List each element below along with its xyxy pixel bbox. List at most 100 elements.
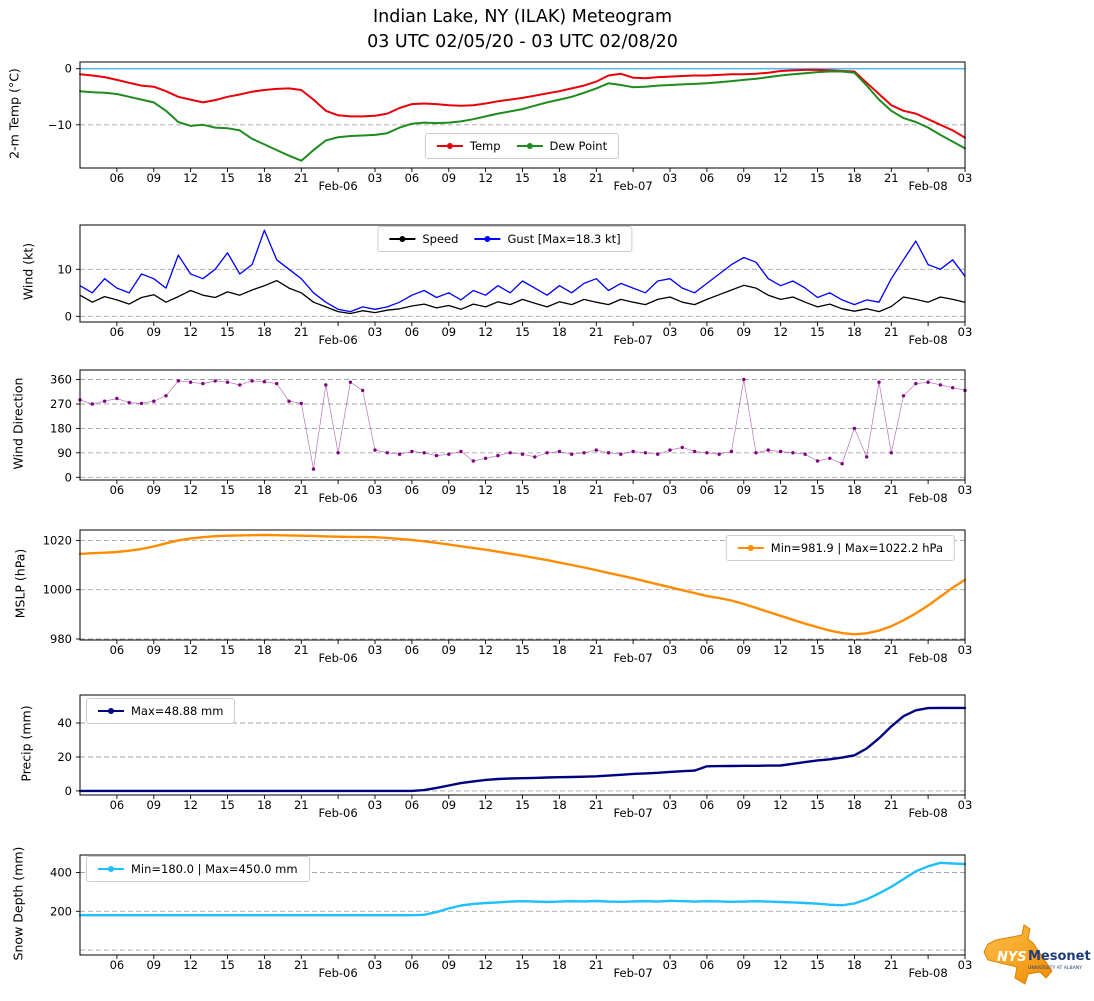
data-point <box>459 449 463 454</box>
data-point <box>447 452 451 456</box>
y-axis-label-snow-depth: Snow Depth (mm) <box>10 846 26 961</box>
legend-label: Max=48.88 mm <box>131 704 224 718</box>
x-tick-label: 18 <box>257 325 272 339</box>
x-tick-label: 03 <box>368 798 383 812</box>
x-tick-label: 09 <box>146 643 161 657</box>
x-tick-label: 12 <box>773 958 788 972</box>
x-tick-label: 12 <box>773 325 788 339</box>
x-tick-label: 15 <box>220 483 235 497</box>
x-tick-label: 18 <box>552 171 567 185</box>
x-tick-label: 18 <box>257 483 272 497</box>
x-tick-label: 12 <box>478 483 493 497</box>
x-tick-label: 21 <box>884 798 899 812</box>
data-point <box>348 380 353 384</box>
x-tick-label: 03 <box>958 171 973 185</box>
x-tick-label: 09 <box>441 171 456 185</box>
data-point <box>225 380 230 384</box>
logo-mesonet-text: Mesonet <box>1028 949 1091 964</box>
data-point <box>213 379 217 383</box>
x-tick-label: 18 <box>552 483 567 497</box>
data-point <box>164 394 168 398</box>
x-tick-label: 09 <box>146 325 161 339</box>
x-tick-label: Feb-06 <box>319 966 358 980</box>
legend-label: Temp <box>469 139 501 153</box>
x-tick-label: 12 <box>183 483 198 497</box>
data-point <box>729 449 734 454</box>
data-point <box>422 451 426 455</box>
x-tick-label: 15 <box>515 643 530 657</box>
x-tick-label: 06 <box>110 798 125 812</box>
x-tick-label: 03 <box>368 325 383 339</box>
x-tick-label: Feb-06 <box>319 179 358 193</box>
data-point <box>840 462 844 466</box>
x-tick-label: 15 <box>810 958 825 972</box>
data-point <box>557 449 562 454</box>
x-tick-label: 12 <box>183 325 198 339</box>
x-tick-label: 18 <box>552 643 567 657</box>
x-tick-label: Feb-06 <box>319 806 358 820</box>
x-tick-label: Feb-07 <box>614 651 653 665</box>
x-tick-label: 09 <box>441 643 456 657</box>
data-point <box>152 399 156 403</box>
y-axis-label-precip: Precip (mm) <box>18 705 34 782</box>
y-axis-label-mslp: MSLP (hPa) <box>12 548 28 619</box>
panel-snow-depth: 200 400 06 09 12 15 18 21 Feb-06 03 06 09 12 15 18 21 Fe… <box>50 854 973 980</box>
x-tick-label: 06 <box>405 325 420 339</box>
x-tick-label: Feb-06 <box>319 333 358 347</box>
y-tick-label: 360 <box>50 373 72 387</box>
data-point <box>336 451 340 455</box>
y-tick-label: −10 <box>48 118 72 132</box>
data-point <box>791 451 795 455</box>
x-tick-label: 18 <box>847 325 862 339</box>
y-tick-label: 980 <box>50 632 72 646</box>
x-tick-label: 03 <box>368 958 383 972</box>
x-tick-label: 09 <box>441 958 456 972</box>
y-tick-label: 0 <box>65 309 72 323</box>
logo-tagline-text: UNIVERSITY AT ALBANY <box>1028 965 1082 971</box>
x-tick-label: 03 <box>663 958 678 972</box>
x-tick-label: 09 <box>146 171 161 185</box>
data-point <box>287 399 291 403</box>
x-tick-label: 18 <box>257 171 272 185</box>
x-tick-label: 15 <box>220 325 235 339</box>
data-point <box>594 448 598 452</box>
x-tick-label: 21 <box>294 171 309 185</box>
x-tick-label: 21 <box>884 325 899 339</box>
data-point <box>520 452 525 456</box>
x-tick-label: 03 <box>958 958 973 972</box>
x-tick-label: 18 <box>552 325 567 339</box>
panel-border <box>79 369 966 481</box>
series-min-180-0-max-450-0-mm <box>78 861 967 917</box>
legend-item: Dew Point <box>516 139 607 153</box>
x-tick-label: 15 <box>810 171 825 185</box>
legend-mslp: Min=981.9 | Max=1022.2 hPa <box>725 535 955 561</box>
legend-marker-dot <box>399 236 406 242</box>
x-tick-label: 18 <box>847 643 862 657</box>
data-point <box>692 449 697 454</box>
x-tick-label: 03 <box>663 643 678 657</box>
data-point <box>778 449 783 454</box>
series-speed <box>79 279 966 315</box>
y-tick-label: 270 <box>50 397 72 411</box>
data-point <box>606 451 611 455</box>
legend-precip: Max=48.88 mm <box>86 698 236 724</box>
x-tick-label: 09 <box>736 958 751 972</box>
data-point <box>471 459 475 463</box>
x-tick-label: 21 <box>589 483 604 497</box>
x-tick-label: Feb-08 <box>909 966 948 980</box>
data-point <box>324 383 328 387</box>
x-tick-label: 21 <box>884 643 899 657</box>
legend-line-sample <box>436 143 463 149</box>
page-title: Indian Lake, NY (ILAK) Meteogram <box>372 7 673 27</box>
x-tick-label: 06 <box>405 958 420 972</box>
x-tick-label: 21 <box>884 958 899 972</box>
data-point <box>570 452 574 456</box>
x-tick-label: 12 <box>478 958 493 972</box>
x-tick-label: 12 <box>773 171 788 185</box>
x-tick-label: 06 <box>110 958 125 972</box>
legend-line-sample <box>516 143 543 149</box>
x-tick-label: 09 <box>736 798 751 812</box>
y-tick-label: 400 <box>50 866 72 880</box>
x-tick-label: 18 <box>552 958 567 972</box>
x-tick-label: 09 <box>146 958 161 972</box>
